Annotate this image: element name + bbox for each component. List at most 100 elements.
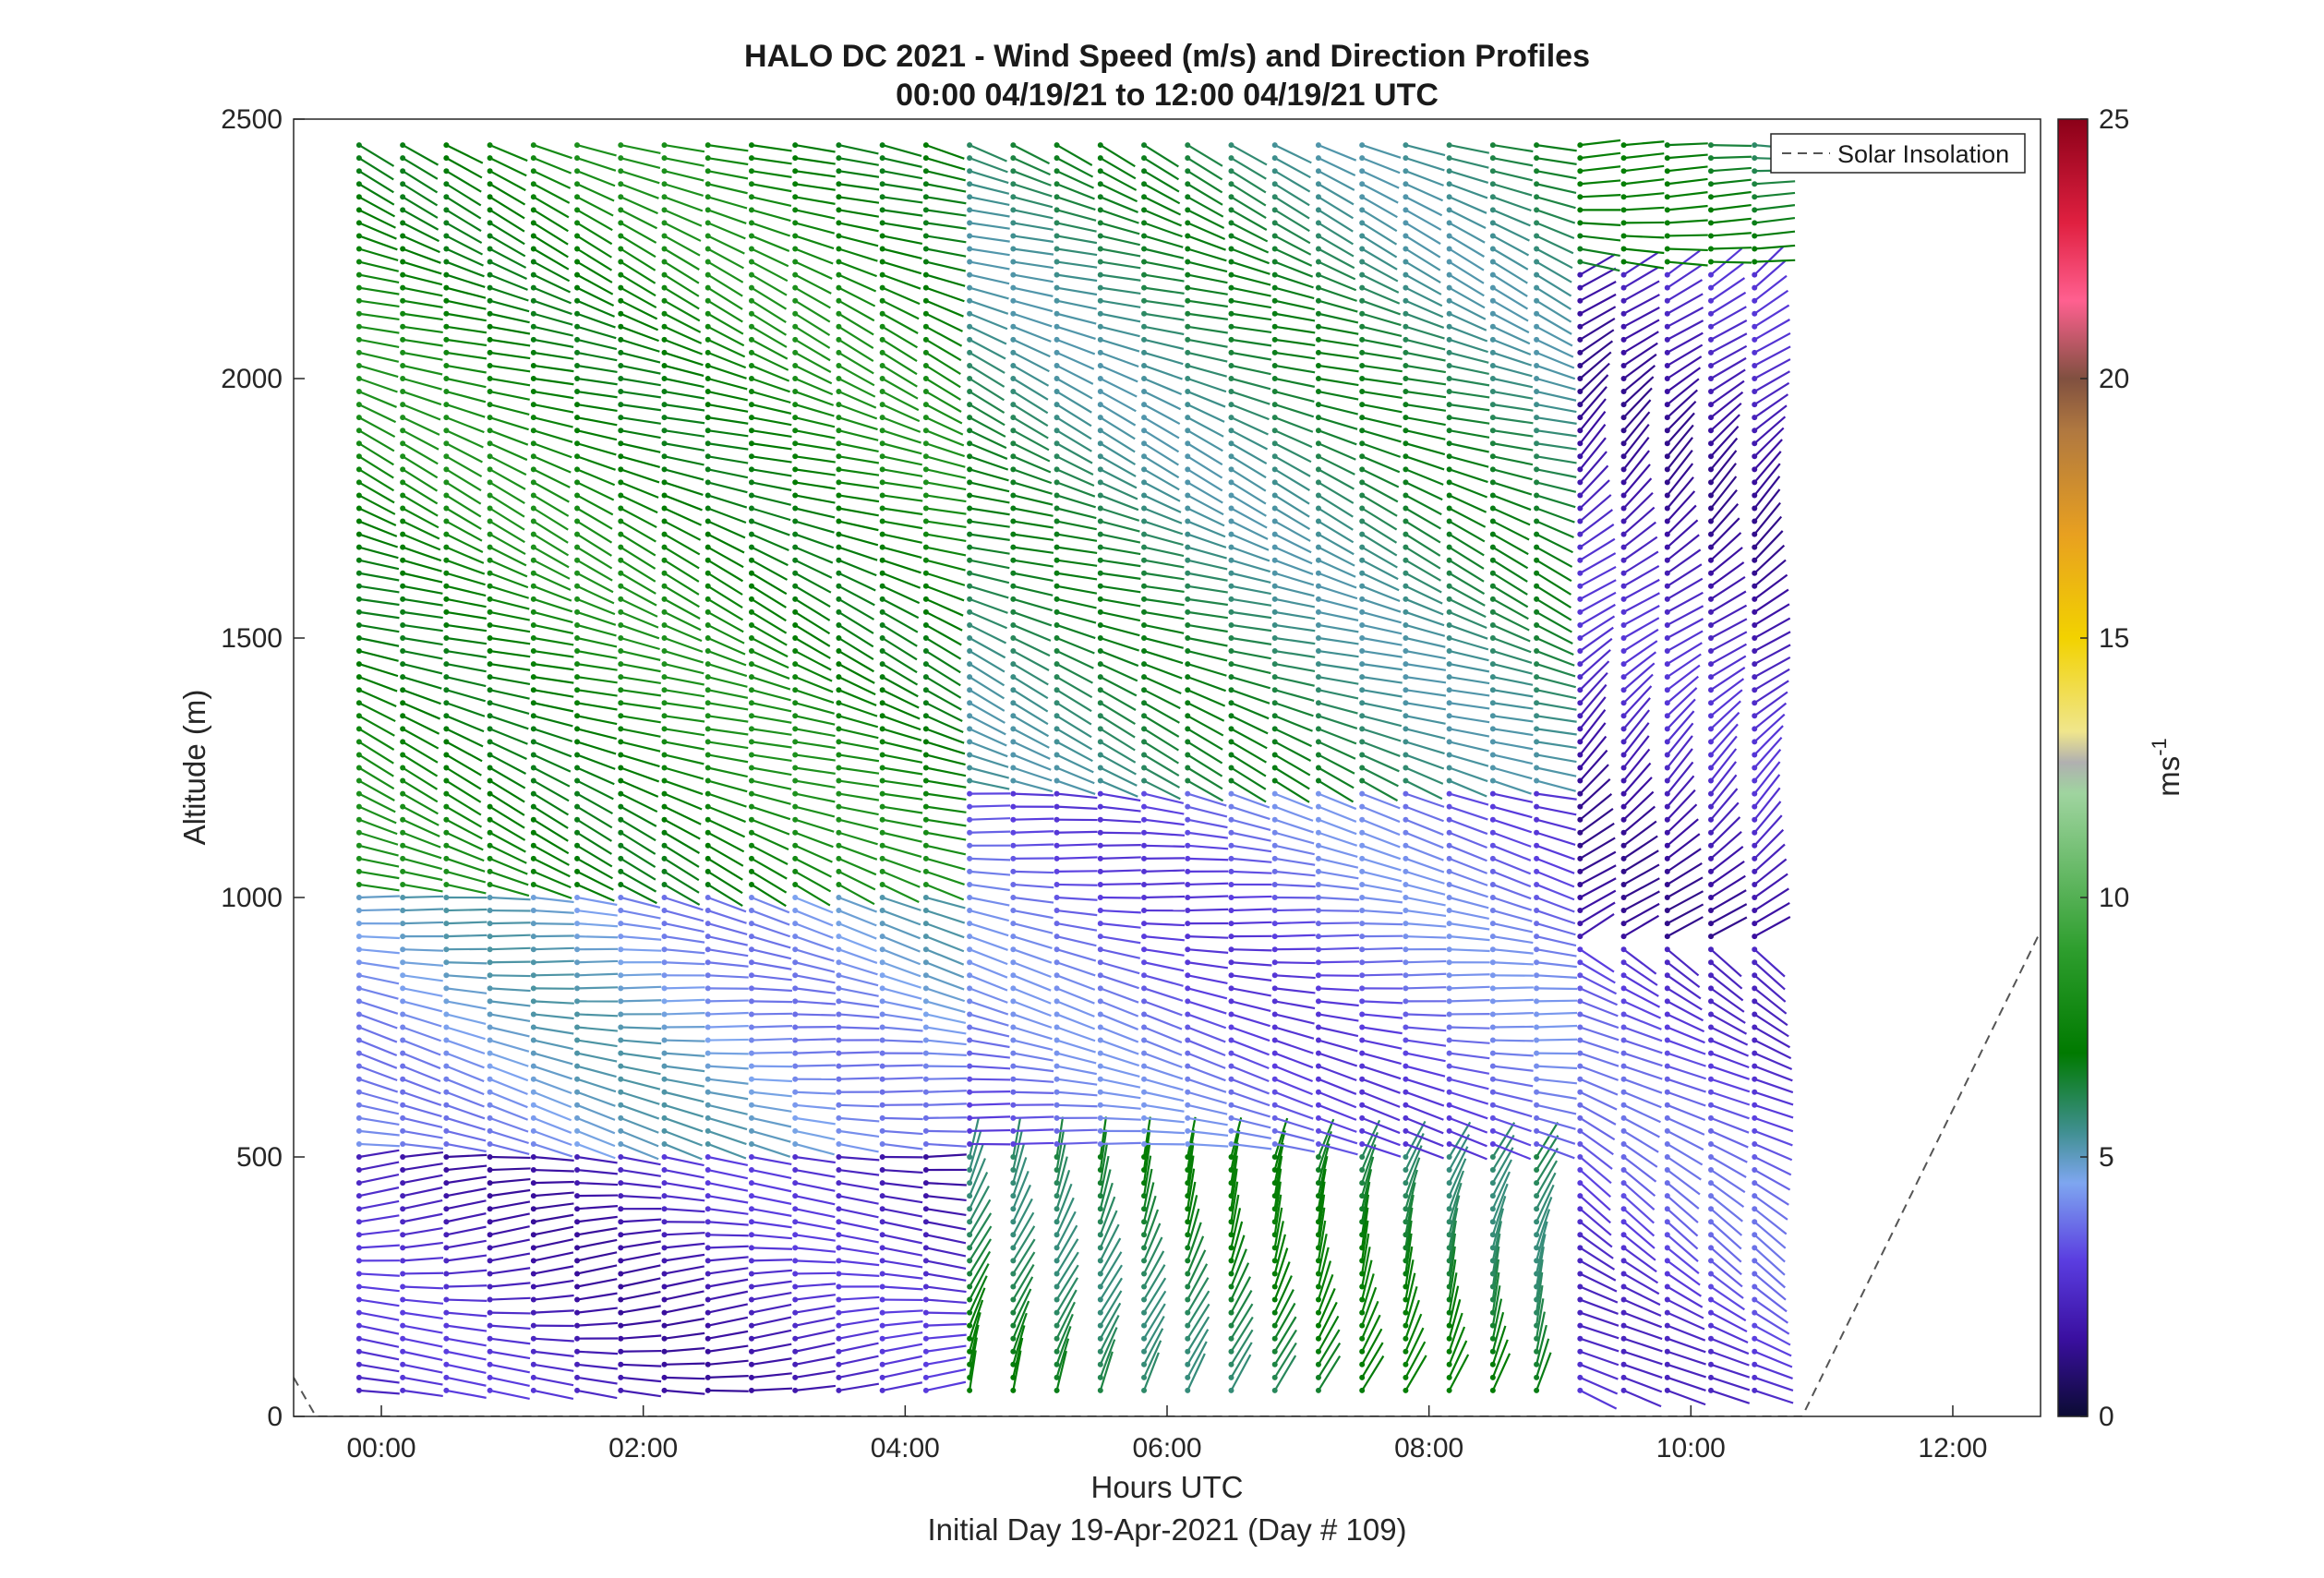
wind-barb-dot bbox=[487, 661, 493, 668]
wind-barb-shaft bbox=[1231, 559, 1271, 573]
wind-barb-shaft bbox=[402, 416, 440, 436]
wind-barb-dot bbox=[922, 1037, 929, 1043]
wind-barb-shaft bbox=[838, 507, 879, 517]
wind-barb-shaft bbox=[794, 831, 834, 849]
wind-barb-dot bbox=[1359, 1063, 1366, 1069]
wind-barb-shaft bbox=[402, 623, 443, 632]
wind-barb-dot bbox=[1446, 1127, 1452, 1134]
wind-barb-dot bbox=[922, 544, 929, 550]
wind-barb-shaft bbox=[1361, 1065, 1402, 1080]
wind-barb-dot bbox=[1185, 1050, 1191, 1056]
wind-barb-dot bbox=[1010, 557, 1017, 563]
wind-barb-shaft bbox=[882, 325, 919, 349]
wind-barb-dot bbox=[1228, 674, 1234, 681]
wind-barb-dot bbox=[355, 842, 362, 849]
wind-barb-dot bbox=[1185, 959, 1191, 966]
wind-barb-shaft bbox=[1318, 805, 1357, 823]
wind-barb-dot bbox=[443, 1322, 450, 1329]
wind-barb-dot bbox=[1054, 1050, 1060, 1056]
wind-barb-dot bbox=[1185, 1219, 1191, 1225]
wind-barb-shaft bbox=[1318, 702, 1358, 715]
wind-barb-dot bbox=[530, 1348, 536, 1355]
wind-barb-dot bbox=[661, 881, 668, 887]
wind-barb-dot bbox=[967, 155, 973, 162]
wind-barb-shaft bbox=[620, 404, 662, 412]
wind-barb-dot bbox=[1054, 1167, 1060, 1174]
wind-barb-dot bbox=[1446, 1102, 1452, 1108]
wind-barb-dot bbox=[1359, 1348, 1366, 1355]
wind-barb-shaft bbox=[620, 779, 659, 798]
wind-barb-dot bbox=[661, 635, 668, 641]
wind-barb-dot bbox=[1271, 790, 1278, 797]
wind-barb-shaft bbox=[1187, 948, 1229, 954]
wind-barb-shaft bbox=[969, 1263, 990, 1301]
wind-barb-dot bbox=[1403, 1335, 1409, 1342]
wind-barb-dot bbox=[618, 1271, 624, 1277]
wind-barb-dot bbox=[1315, 1140, 1321, 1147]
wind-barb-dot bbox=[1010, 895, 1017, 900]
wind-barb-shaft bbox=[664, 922, 704, 934]
wind-barb-dot bbox=[400, 739, 406, 745]
wind-barb-dot bbox=[967, 765, 973, 771]
wind-barb-dot bbox=[967, 376, 973, 381]
wind-barb-shaft bbox=[1100, 429, 1136, 453]
wind-barb-shaft bbox=[969, 948, 1008, 966]
wind-barb-shaft bbox=[1274, 1013, 1315, 1025]
wind-barb-shaft bbox=[1055, 1183, 1073, 1223]
wind-barb-shaft bbox=[1449, 610, 1487, 630]
wind-barb-dot bbox=[1185, 1114, 1191, 1121]
wind-barb-dot bbox=[400, 1127, 406, 1134]
wind-barb-shaft bbox=[533, 312, 573, 326]
wind-barb-dot bbox=[661, 284, 668, 291]
wind-barb-dot bbox=[574, 402, 581, 408]
wind-barb-shaft bbox=[489, 779, 525, 803]
wind-barb-dot bbox=[1359, 934, 1366, 940]
wind-barb-dot bbox=[1054, 765, 1060, 771]
wind-barb-shaft bbox=[969, 442, 1008, 460]
wind-barb-dot bbox=[574, 349, 581, 355]
wind-barb-dot bbox=[1446, 934, 1452, 940]
wind-barb-shaft bbox=[620, 222, 657, 244]
wind-barb-dot bbox=[922, 621, 929, 628]
wind-barb-dot bbox=[922, 1193, 929, 1199]
wind-barb-shaft bbox=[751, 364, 790, 382]
wind-barb-shaft bbox=[358, 235, 398, 251]
wind-barb-dot bbox=[355, 855, 362, 861]
wind-barb-shaft bbox=[882, 378, 919, 400]
wind-barb-dot bbox=[879, 972, 885, 979]
wind-barb-shaft bbox=[489, 494, 525, 518]
wind-barb-dot bbox=[967, 259, 973, 265]
wind-barb-dot bbox=[1185, 1206, 1191, 1212]
wind-barb-dot bbox=[1097, 765, 1103, 771]
wind-barb-dot bbox=[661, 233, 668, 239]
wind-barb-shaft bbox=[1404, 572, 1442, 594]
wind-barb-dot bbox=[487, 168, 493, 175]
wind-barb-shaft bbox=[707, 818, 746, 838]
wind-barb-shaft bbox=[577, 972, 619, 977]
wind-barb-shaft bbox=[1362, 676, 1403, 684]
wind-barb-dot bbox=[922, 713, 929, 719]
wind-barb-shaft bbox=[620, 741, 661, 753]
wind-barb-dot bbox=[748, 1167, 754, 1174]
wind-barb-dot bbox=[443, 765, 450, 771]
wind-barb-shaft bbox=[1361, 1259, 1373, 1300]
wind-barb-shaft bbox=[795, 1038, 837, 1042]
wind-barb-shaft bbox=[576, 183, 615, 202]
wind-barb-dot bbox=[1010, 428, 1017, 434]
wind-barb-shaft bbox=[1318, 209, 1354, 233]
wind-barb-shaft bbox=[1056, 260, 1098, 269]
wind-barb-shaft bbox=[1405, 416, 1446, 427]
wind-barb-shaft bbox=[1143, 792, 1185, 805]
wind-barb-dot bbox=[1359, 608, 1366, 615]
wind-barb-shaft bbox=[446, 1000, 487, 1010]
wind-barb-dot bbox=[879, 168, 885, 175]
wind-barb-dot bbox=[792, 972, 799, 979]
wind-barb-shaft bbox=[1404, 546, 1441, 570]
wind-barb-shaft bbox=[620, 702, 661, 710]
wind-barb-shaft bbox=[707, 1078, 749, 1085]
wind-barb-dot bbox=[1185, 583, 1191, 589]
wind-barb-dot bbox=[487, 259, 493, 265]
wind-barb-shaft bbox=[664, 1168, 704, 1179]
wind-barb-dot bbox=[355, 1050, 362, 1056]
wind-barb-shaft bbox=[837, 351, 874, 375]
